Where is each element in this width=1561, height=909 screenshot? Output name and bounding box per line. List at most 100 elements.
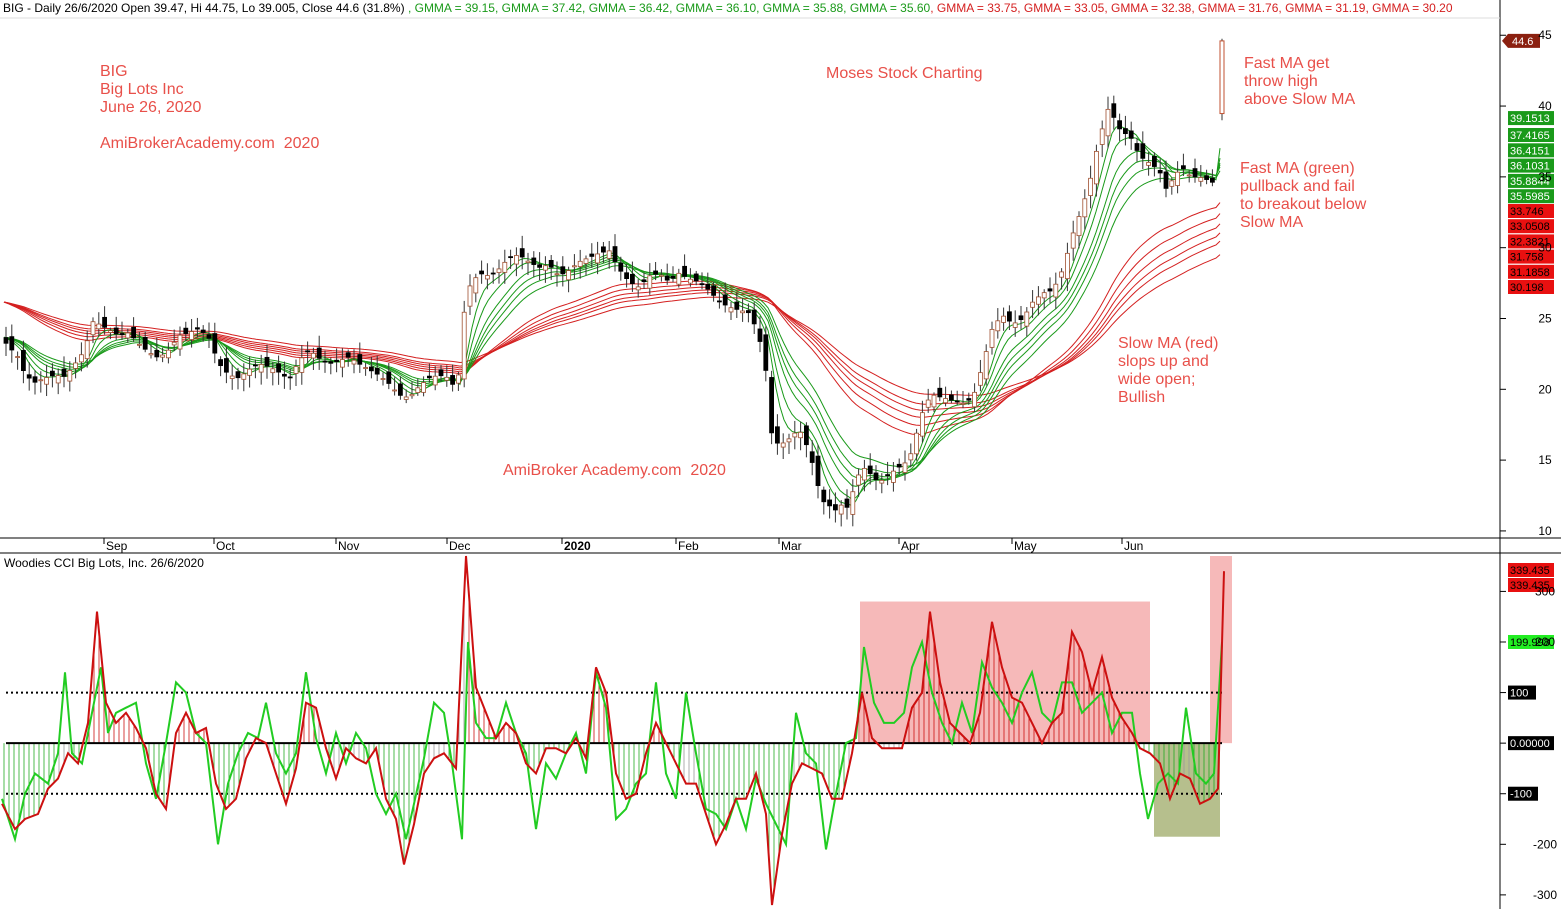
candle-body [218, 359, 224, 367]
candle-body [659, 274, 664, 277]
fast-gmma-tag-5: 35.5985 [1510, 191, 1550, 203]
candle-body [833, 504, 838, 511]
candle-body [635, 286, 641, 291]
candle-body [554, 273, 560, 276]
candle-body [775, 426, 780, 444]
price-tick-label: 10 [1538, 524, 1552, 538]
candle-body [618, 262, 624, 272]
cci-value-tag-2-bg [1508, 634, 1554, 649]
candle-body [363, 367, 369, 369]
candle-body [247, 368, 253, 376]
company-annotation: BIG Big Lots Inc June 26, 2020 AmiBroker… [100, 63, 320, 152]
candle-body [815, 455, 821, 486]
candle-body [305, 350, 311, 353]
date-tick-label: Jun [1124, 539, 1143, 553]
fast-gmma-tag-3-bg [1508, 158, 1554, 173]
fast-gmma-tag-4: 35.8844 [1510, 176, 1550, 188]
candle-body [357, 354, 363, 365]
cci-panel: 339.435 339.435 199.998 100 0.00000 -100 [1, 555, 1554, 906]
candle-body [484, 275, 490, 280]
slow-gmma-tag-2-bg [1508, 234, 1554, 249]
candle-body [653, 270, 658, 275]
candle-body [728, 307, 734, 313]
gmma-value-7: , GMMA = 33.05 [1017, 1, 1105, 15]
candle-body [1157, 170, 1163, 174]
candle-body [809, 451, 815, 463]
candle-body [960, 403, 966, 405]
candle-body-last [1219, 40, 1225, 115]
gmma-value-3: , GMMA = 36.10 [669, 1, 757, 15]
cci-series-TCCI [1, 638, 1223, 850]
candle-body [212, 333, 218, 354]
candle-body [1204, 175, 1209, 180]
candle-body [467, 285, 473, 307]
candle-body [688, 278, 693, 284]
candle-body [925, 399, 931, 408]
candle-body [519, 248, 525, 258]
candle-body [664, 275, 670, 281]
date-tick-label: Dec [449, 539, 470, 553]
candle-body [1076, 216, 1082, 237]
candle-body [757, 328, 763, 342]
gmma-values: , GMMA = 39.15, GMMA = 37.42, GMMA = 36.… [408, 1, 1453, 15]
candle-body [577, 260, 583, 267]
date-tick-label: Nov [338, 539, 359, 553]
candle-body [583, 258, 589, 264]
candle-body [67, 370, 73, 382]
candle-body [1065, 252, 1070, 280]
candle-body [171, 341, 177, 346]
fast-gmma-line-3 [3, 159, 1221, 478]
candle-body [1210, 177, 1215, 183]
candle-body [711, 285, 716, 296]
candle-body [1082, 198, 1088, 218]
candle-body [502, 261, 508, 273]
candle-body [676, 272, 682, 285]
slow-gmma-tag-4-bg [1508, 264, 1554, 279]
cci-value-tag-4-bg [1508, 736, 1554, 751]
candle-body [235, 371, 241, 379]
date-tick-label: Mar [781, 539, 802, 553]
candle-body [525, 260, 531, 263]
date-tick-label: Sep [106, 539, 128, 553]
candle-body [455, 374, 461, 384]
candle-body [496, 268, 502, 273]
candle-body [79, 354, 84, 363]
candle-body [154, 349, 160, 358]
candle-body [148, 353, 154, 356]
gmma-value-10: , GMMA = 31.19 [1278, 1, 1366, 15]
candle-body [693, 273, 699, 282]
candle-body [798, 431, 803, 439]
candle-body [630, 273, 635, 284]
cci-value-tag-1: 339.435 [1510, 580, 1550, 592]
candle-body [38, 379, 44, 382]
cci-value-tag-3: 100 [1510, 688, 1528, 700]
fast-gmma-line-4 [3, 166, 1221, 474]
candle-body [15, 356, 21, 358]
price-tick-label: 20 [1538, 382, 1552, 396]
candle-body [914, 432, 919, 455]
candle-body [943, 398, 948, 404]
candle-body [113, 327, 119, 335]
candle-body [1012, 322, 1018, 328]
price-panel: 44.639.151337.416536.415136.103135.88443… [3, 33, 1554, 527]
fast-gmma-tag-2: 36.4151 [1510, 145, 1550, 157]
candle-body [804, 425, 809, 446]
fast-gmma-tag-2-bg [1508, 143, 1554, 158]
slow-gmma-line-0 [3, 202, 1221, 436]
cci-tick-label: -200 [1533, 837, 1557, 851]
ticker-info: BIG - Daily 26/6/2020 Open 39.47, Hi 44.… [3, 1, 405, 15]
candle-body [1036, 296, 1041, 305]
candle-body [972, 391, 977, 408]
fast-gmma-tag-1-bg [1508, 128, 1554, 142]
candle-body [200, 329, 206, 333]
slow-gmma-line-4 [3, 240, 1221, 405]
cci-value-tag-3-bg [1508, 685, 1536, 700]
gmma-value-2: , GMMA = 36.42 [582, 1, 670, 15]
candle-body [624, 272, 629, 280]
price-tick-label: 30 [1538, 241, 1552, 255]
last-price-tag-bg [1502, 33, 1540, 48]
candle-body [61, 368, 67, 377]
candle-body [647, 275, 653, 289]
candle-body [293, 366, 299, 374]
